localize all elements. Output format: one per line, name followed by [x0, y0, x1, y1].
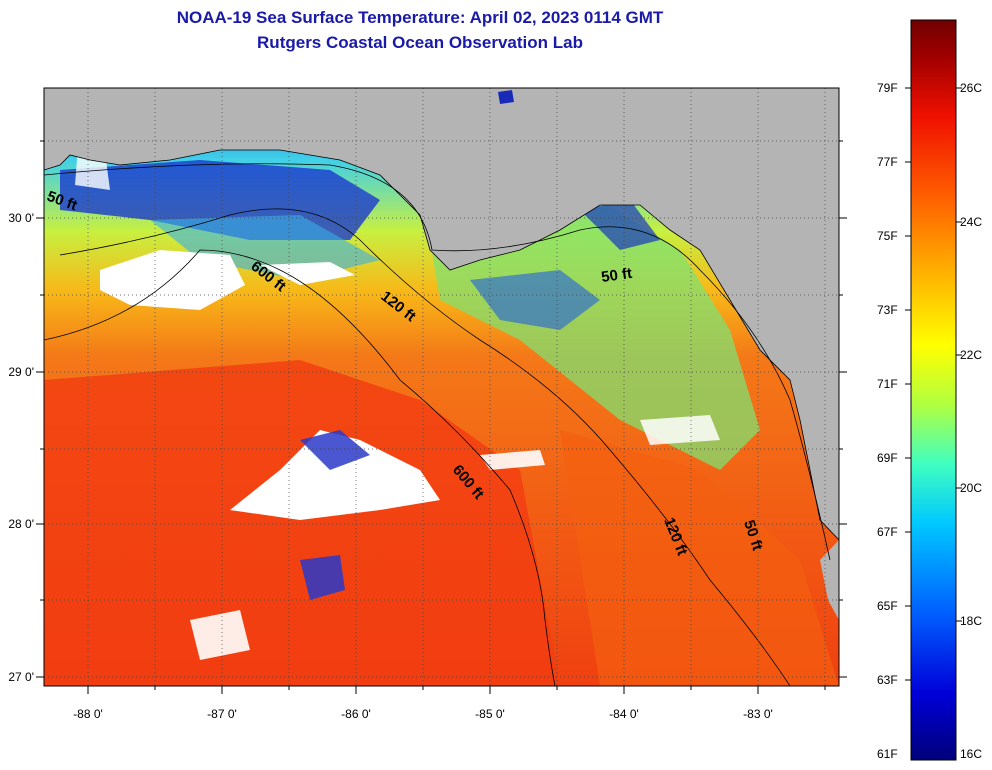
longitude-label: -86 0': [341, 707, 371, 721]
map-subtitle: Rutgers Coastal Ocean Observation Lab: [257, 33, 583, 52]
colorbar-label-c: 24C: [960, 215, 983, 229]
cold-water-patch: [300, 430, 370, 470]
contour-50ft: [44, 163, 831, 561]
cloud-mask: [260, 262, 355, 285]
colorbar-label-f: 65F: [877, 599, 898, 613]
lake: [498, 90, 514, 104]
colorbar-label-c: 18C: [960, 614, 983, 628]
colorbar-label-c: 20C: [960, 481, 983, 495]
colorbar-label-f: 63F: [877, 673, 898, 687]
cloud-mask: [640, 415, 720, 445]
depth-label: 50 ft: [600, 265, 633, 286]
contour-600ft: [44, 249, 556, 686]
colorbar-label-c: 26C: [960, 81, 983, 95]
land-mass: [44, 88, 839, 540]
cold-water-patch: [580, 200, 660, 250]
colorbar-label-f: 77F: [877, 155, 898, 169]
longitude-label: -88 0': [73, 707, 103, 721]
warm-water-region: [44, 360, 560, 686]
coastline: [44, 149, 839, 541]
cloud-mask: [190, 610, 250, 660]
latitude-label: 27 0': [8, 670, 34, 684]
graticule: [44, 88, 839, 686]
map-title: NOAA-19 Sea Surface Temperature: April 0…: [176, 8, 664, 27]
colorbar-label-f: 61F: [877, 747, 898, 761]
map-frame: [43, 87, 840, 687]
latitude-label: 28 0': [8, 517, 34, 531]
longitude-label: -83 0': [743, 707, 773, 721]
cloud-mask: [230, 430, 440, 520]
axis-ticks: [36, 140, 847, 694]
colorbar-label-f: 67F: [877, 525, 898, 539]
colorbar-label-f: 75F: [877, 229, 898, 243]
colorbar-label-f: 79F: [877, 81, 898, 95]
colorbar-label-f: 69F: [877, 451, 898, 465]
latitude-label: 29 0': [8, 365, 34, 379]
longitude-label: -85 0': [475, 707, 505, 721]
colorbar-ticks: [905, 87, 962, 681]
colorbar-label-f: 73F: [877, 303, 898, 317]
contour-120ft: [59, 208, 791, 686]
colorbar-label-f: 71F: [877, 377, 898, 391]
sst-imagery: [44, 88, 839, 686]
warm-water-region: [560, 430, 839, 686]
longitude-label: -84 0': [609, 707, 639, 721]
cloud-mask: [480, 450, 545, 470]
cold-water-patch: [470, 270, 600, 330]
colorbar-label-c: 22C: [960, 348, 983, 362]
latitude-label: 30 0': [8, 211, 34, 225]
cool-shelf-water: [430, 200, 760, 470]
longitude-label: -87 0': [207, 707, 237, 721]
colorbar-label-c: 16C: [960, 747, 983, 761]
cold-water-patch: [300, 555, 345, 600]
colorbar: [910, 19, 957, 761]
